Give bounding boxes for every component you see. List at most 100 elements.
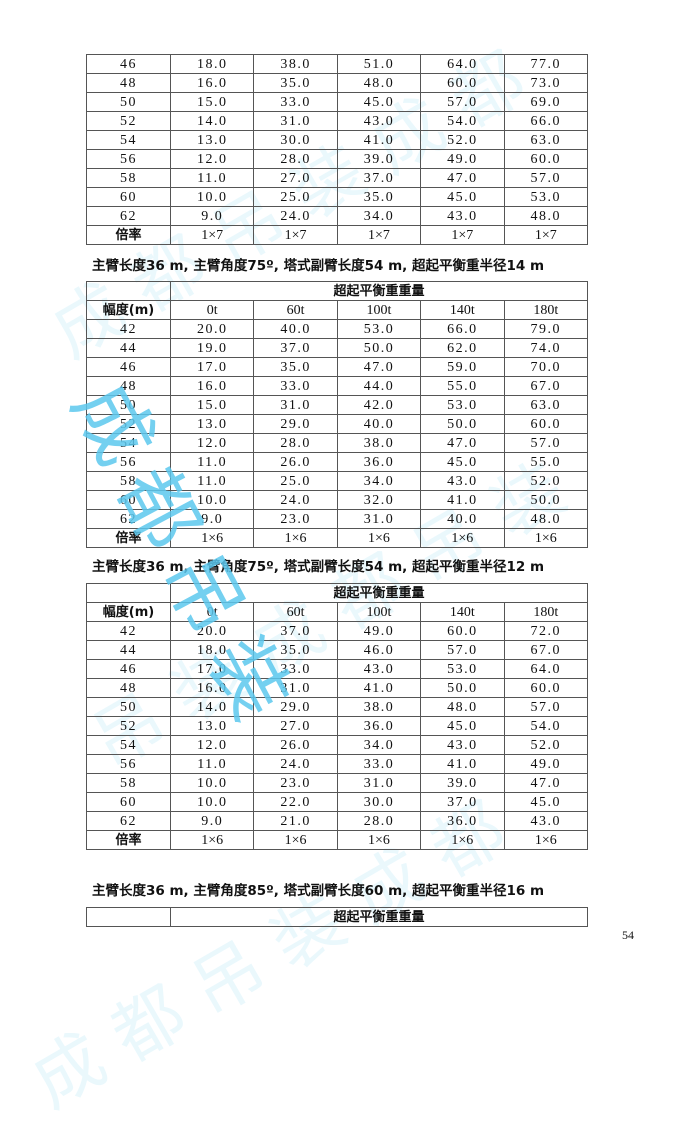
radius-cell: 50 xyxy=(86,92,171,112)
load-cell: 67.0 xyxy=(503,640,589,660)
radius-cell: 50 xyxy=(86,395,171,415)
load-cell: 51.0 xyxy=(336,54,422,74)
load-cell: 28.0 xyxy=(253,433,338,453)
load-cell: 43.0 xyxy=(336,659,422,679)
load-cell: 14.0 xyxy=(169,111,255,131)
radius-cell: 60 xyxy=(86,792,171,812)
load-cell: 27.0 xyxy=(253,716,338,736)
load-cell: 48.0 xyxy=(336,73,422,93)
load-cell: 63.0 xyxy=(503,130,589,150)
radius-cell: 60 xyxy=(86,187,171,207)
load-cell: 24.0 xyxy=(253,490,338,510)
column-header: 180t xyxy=(503,602,589,622)
load-cell: 31.0 xyxy=(336,509,422,529)
load-cell: 28.0 xyxy=(253,149,338,169)
column-header: 幅度(m) xyxy=(86,300,171,320)
ratio-cell: 1×7 xyxy=(503,225,589,245)
load-cell: 10.0 xyxy=(169,490,255,510)
load-cell: 45.0 xyxy=(420,716,505,736)
load-cell: 45.0 xyxy=(420,452,505,472)
table-row: 58 10.0 23.0 31.0 39.0 47.0 xyxy=(86,773,589,793)
load-cell: 49.0 xyxy=(420,149,505,169)
load-cell: 53.0 xyxy=(336,319,422,339)
load-cell: 33.0 xyxy=(253,376,338,396)
column-header: 幅度(m) xyxy=(86,602,171,622)
load-cell: 21.0 xyxy=(253,811,338,831)
load-cell: 24.0 xyxy=(253,206,338,226)
table-row: 52 14.0 31.0 43.0 54.0 66.0 xyxy=(86,111,589,131)
load-cell: 37.0 xyxy=(336,168,422,188)
load-cell: 35.0 xyxy=(253,357,338,377)
table-row: 52 13.0 29.0 40.0 50.0 60.0 xyxy=(86,414,589,434)
load-cell: 60.0 xyxy=(503,149,589,169)
load-cell: 36.0 xyxy=(336,716,422,736)
load-cell: 31.0 xyxy=(253,111,338,131)
load-cell: 20.0 xyxy=(169,319,255,339)
load-cell: 48.0 xyxy=(503,509,589,529)
load-cell: 64.0 xyxy=(420,54,505,74)
load-cell: 29.0 xyxy=(253,414,338,434)
load-cell: 16.0 xyxy=(169,678,255,698)
load-cell: 12.0 xyxy=(169,433,255,453)
load-cell: 55.0 xyxy=(420,376,505,396)
radius-cell: 54 xyxy=(86,130,171,150)
table-row: 44 18.0 35.0 46.0 57.0 67.0 xyxy=(86,640,589,660)
load-cell: 74.0 xyxy=(503,338,589,358)
table-row: 54 12.0 28.0 38.0 47.0 57.0 xyxy=(86,433,589,453)
load-cell: 57.0 xyxy=(420,640,505,660)
load-cell: 9.0 xyxy=(169,811,255,831)
load-cell: 35.0 xyxy=(253,73,338,93)
load-cell: 10.0 xyxy=(169,773,255,793)
load-cell: 34.0 xyxy=(336,206,422,226)
load-cell: 57.0 xyxy=(503,433,589,453)
load-cell: 29.0 xyxy=(253,697,338,717)
load-cell: 62.0 xyxy=(420,338,505,358)
column-header-row: 幅度(m) 0t 60t 100t 140t 180t xyxy=(86,602,589,622)
load-cell: 37.0 xyxy=(253,621,338,641)
table-row: 50 15.0 31.0 42.0 53.0 63.0 xyxy=(86,395,589,415)
ratio-label: 倍率 xyxy=(86,528,171,548)
load-cell: 38.0 xyxy=(336,433,422,453)
radius-cell: 52 xyxy=(86,716,171,736)
ratio-cell: 1×6 xyxy=(336,528,422,548)
load-cell: 60.0 xyxy=(503,414,589,434)
radius-cell: 42 xyxy=(86,319,171,339)
load-cell: 49.0 xyxy=(336,621,422,641)
table-heading: 主臂长度36 m, 主臂角度85º, 塔式副臂长度60 m, 超起平衡重半径16… xyxy=(92,883,545,899)
load-cell: 40.0 xyxy=(253,319,338,339)
load-cell: 70.0 xyxy=(503,357,589,377)
table-row: 48 16.0 35.0 48.0 60.0 73.0 xyxy=(86,73,589,93)
table-row: 44 19.0 37.0 50.0 62.0 74.0 xyxy=(86,338,589,358)
table-row: 56 11.0 24.0 33.0 41.0 49.0 xyxy=(86,754,589,774)
table-row: 56 12.0 28.0 39.0 49.0 60.0 xyxy=(86,149,589,169)
ratio-row: 倍率 1×6 1×6 1×6 1×6 1×6 xyxy=(86,830,589,850)
load-cell: 45.0 xyxy=(420,187,505,207)
table-row: 46 17.0 33.0 43.0 53.0 64.0 xyxy=(86,659,589,679)
ratio-cell: 1×7 xyxy=(253,225,338,245)
table-row: 50 14.0 29.0 38.0 48.0 57.0 xyxy=(86,697,589,717)
ratio-cell: 1×7 xyxy=(420,225,505,245)
radius-cell: 44 xyxy=(86,640,171,660)
load-cell: 60.0 xyxy=(503,678,589,698)
load-cell: 43.0 xyxy=(336,111,422,131)
table-row: 54 12.0 26.0 34.0 43.0 52.0 xyxy=(86,735,589,755)
load-cell: 53.0 xyxy=(420,395,505,415)
load-cell: 19.0 xyxy=(169,338,255,358)
load-cell: 32.0 xyxy=(336,490,422,510)
load-cell: 33.0 xyxy=(336,754,422,774)
load-cell: 16.0 xyxy=(169,376,255,396)
load-cell: 10.0 xyxy=(169,792,255,812)
radius-cell: 46 xyxy=(86,357,171,377)
load-cell: 35.0 xyxy=(253,640,338,660)
table-row: 58 11.0 27.0 37.0 47.0 57.0 xyxy=(86,168,589,188)
load-cell: 55.0 xyxy=(503,452,589,472)
load-cell: 12.0 xyxy=(169,149,255,169)
load-cell: 23.0 xyxy=(253,509,338,529)
load-cell: 13.0 xyxy=(169,716,255,736)
load-cell: 52.0 xyxy=(420,130,505,150)
radius-cell: 58 xyxy=(86,773,171,793)
load-cell: 54.0 xyxy=(420,111,505,131)
table-row: 54 13.0 30.0 41.0 52.0 63.0 xyxy=(86,130,589,150)
load-cell: 79.0 xyxy=(503,319,589,339)
ratio-cell: 1×6 xyxy=(253,830,338,850)
